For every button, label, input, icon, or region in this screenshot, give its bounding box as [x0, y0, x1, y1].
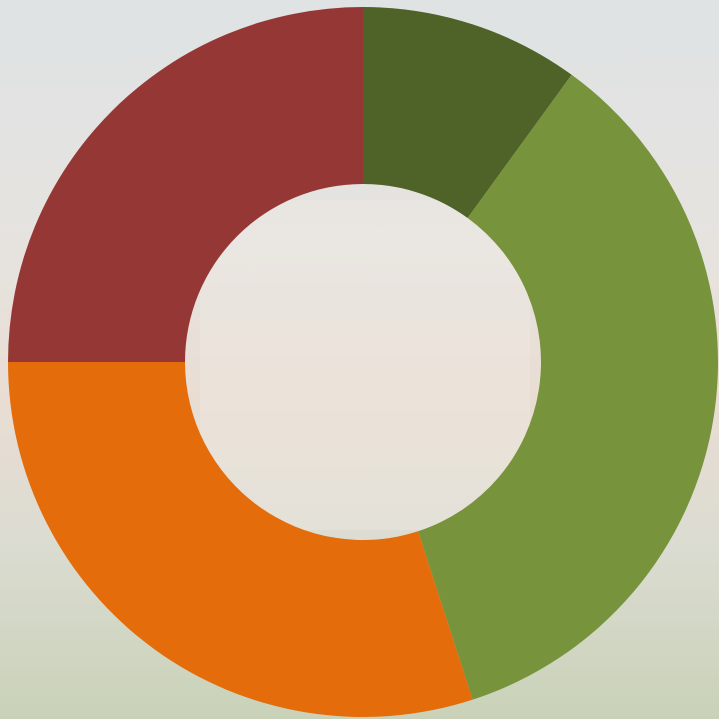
donut-segment	[363, 7, 572, 218]
donut-segment	[8, 7, 363, 362]
donut-segment	[8, 362, 473, 717]
center-backdrop	[200, 200, 530, 530]
donut-segment	[418, 74, 718, 700]
